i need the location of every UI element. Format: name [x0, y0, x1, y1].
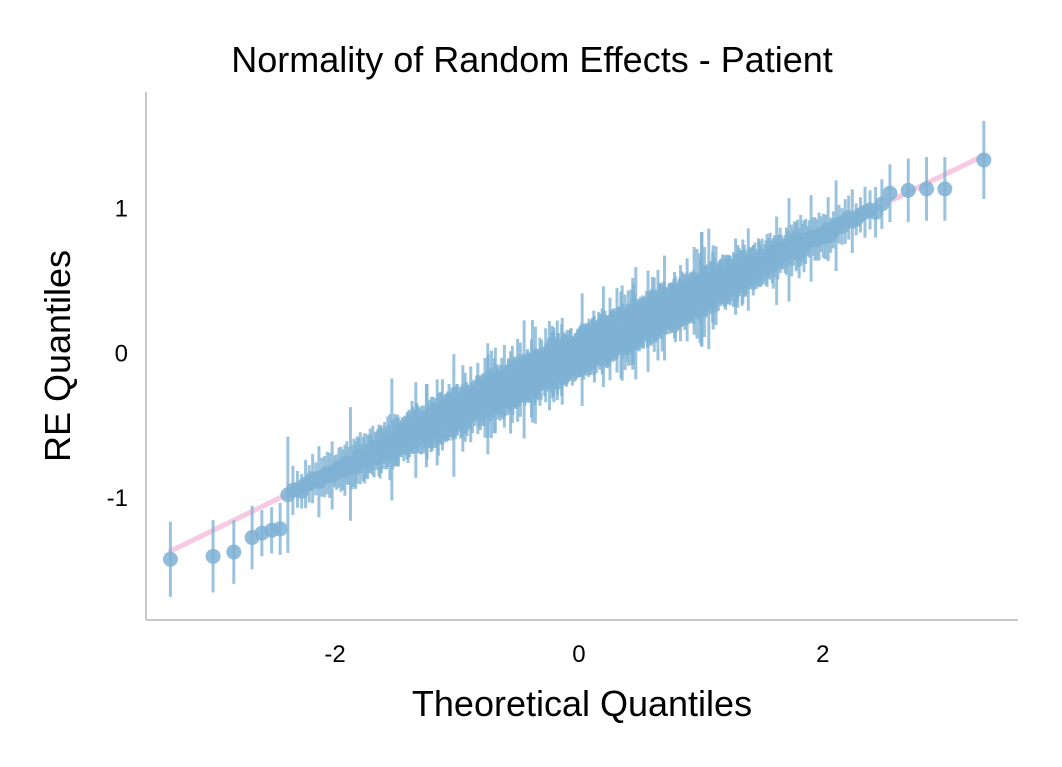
x-tick-labels: -2 0 2	[324, 641, 829, 668]
point-group	[162, 152, 992, 567]
chart-title: Normality of Random Effects - Patient	[231, 39, 833, 80]
y-tick-labels: -1 0 1	[107, 196, 128, 512]
point-994	[900, 182, 916, 198]
y-tick-2: 1	[115, 196, 128, 223]
point-992	[272, 521, 288, 537]
point-996	[937, 181, 953, 197]
point-986	[162, 551, 178, 567]
y-tick-1: 0	[115, 340, 128, 367]
x-tick-0: -2	[324, 641, 345, 668]
x-tick-1: 0	[572, 641, 585, 668]
y-tick-0: -1	[107, 485, 128, 512]
point-985	[874, 196, 890, 212]
point-988	[226, 544, 242, 560]
point-997	[976, 152, 992, 168]
point-993	[882, 185, 898, 201]
y-axis-label: RE Quantiles	[37, 250, 78, 462]
point-995	[919, 181, 935, 197]
x-tick-2: 2	[816, 641, 829, 668]
plot-area	[162, 120, 992, 597]
x-axis-label: Theoretical Quantiles	[412, 683, 752, 724]
point-987	[205, 548, 221, 564]
